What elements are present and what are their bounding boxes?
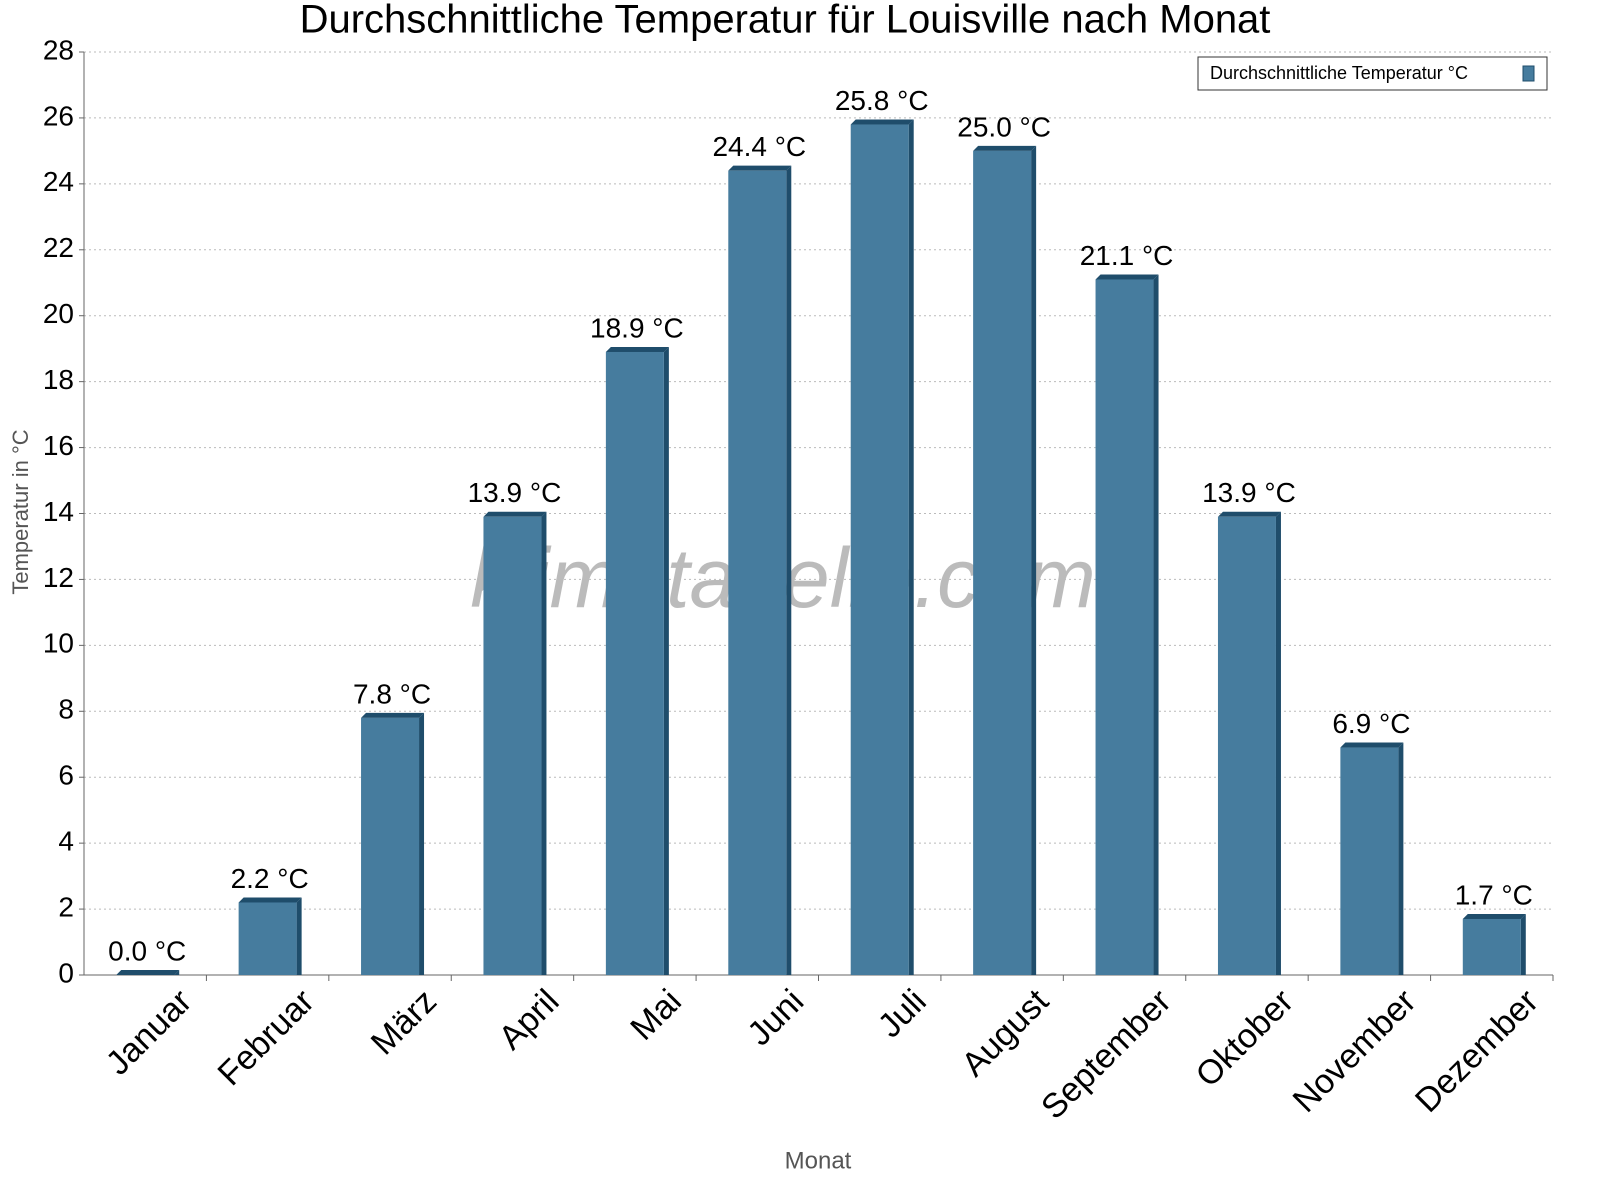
bar: [1340, 747, 1399, 975]
y-tick-label: 2: [58, 891, 74, 922]
bar-side: [1520, 913, 1526, 975]
bar-side: [786, 165, 792, 975]
data-label: 2.2 °C: [231, 863, 309, 894]
bar-top: [361, 712, 425, 718]
bar: [1462, 918, 1521, 975]
bar-top: [1095, 274, 1159, 280]
bar: [361, 717, 420, 975]
bar-side: [419, 712, 425, 975]
y-tick-label: 12: [43, 562, 74, 593]
bar-top: [605, 346, 669, 352]
bar-top: [728, 165, 792, 171]
y-tick-label: 0: [58, 957, 74, 988]
y-tick-label: 18: [43, 364, 74, 395]
bar-top: [1340, 742, 1404, 748]
bar: [850, 124, 909, 976]
legend-label: Durchschnittliche Temperatur °C: [1210, 63, 1468, 83]
data-label: 13.9 °C: [468, 477, 562, 508]
legend-swatch: [1522, 65, 1535, 82]
data-label: 25.8 °C: [835, 85, 929, 116]
x-axis-label: Monat: [785, 1147, 852, 1174]
bar-side: [908, 119, 914, 976]
bar-side: [663, 346, 669, 976]
y-axis-label: Temperatur in °C: [8, 429, 33, 594]
bar-top: [238, 897, 302, 903]
data-label: 0.0 °C: [108, 935, 186, 966]
bar: [605, 351, 664, 976]
data-label: 18.9 °C: [590, 312, 684, 343]
data-label: 6.9 °C: [1332, 708, 1410, 739]
bar-top: [1217, 511, 1281, 517]
bar: [483, 516, 542, 975]
bar-top: [850, 119, 914, 125]
bar: [973, 150, 1032, 976]
data-label: 21.1 °C: [1080, 240, 1174, 271]
data-label: 13.9 °C: [1202, 477, 1296, 508]
bar-side: [1398, 742, 1404, 975]
y-tick-label: 6: [58, 760, 74, 791]
bar-side: [296, 897, 302, 975]
bar-side: [541, 511, 547, 975]
y-tick-label: 8: [58, 694, 74, 725]
bar-top: [483, 511, 547, 517]
y-tick-label: 28: [43, 34, 74, 65]
chart-title: Durchschnittliche Temperatur für Louisvi…: [300, 0, 1271, 42]
y-tick-label: 22: [43, 232, 74, 263]
y-tick-label: 16: [43, 430, 74, 461]
bar-top: [973, 145, 1037, 151]
data-label: 1.7 °C: [1455, 879, 1533, 910]
bar-top: [116, 970, 180, 975]
bar: [1095, 279, 1154, 975]
y-tick-label: 20: [43, 298, 74, 329]
bar: [728, 170, 787, 975]
bar: [238, 902, 297, 975]
bar: [1217, 516, 1276, 975]
y-tick-label: 14: [43, 496, 74, 527]
y-tick-label: 10: [43, 628, 74, 659]
bar-side: [1031, 145, 1037, 976]
data-label: 25.0 °C: [957, 111, 1051, 142]
bar-top: [1462, 913, 1526, 919]
y-tick-label: 24: [43, 166, 74, 197]
data-label: 24.4 °C: [712, 131, 806, 162]
data-label: 7.8 °C: [353, 678, 431, 709]
y-tick-label: 26: [43, 100, 74, 131]
bar-side: [1153, 274, 1159, 975]
y-tick-label: 4: [58, 826, 74, 857]
legend-box: [1197, 56, 1548, 91]
bar-side: [1275, 511, 1281, 975]
